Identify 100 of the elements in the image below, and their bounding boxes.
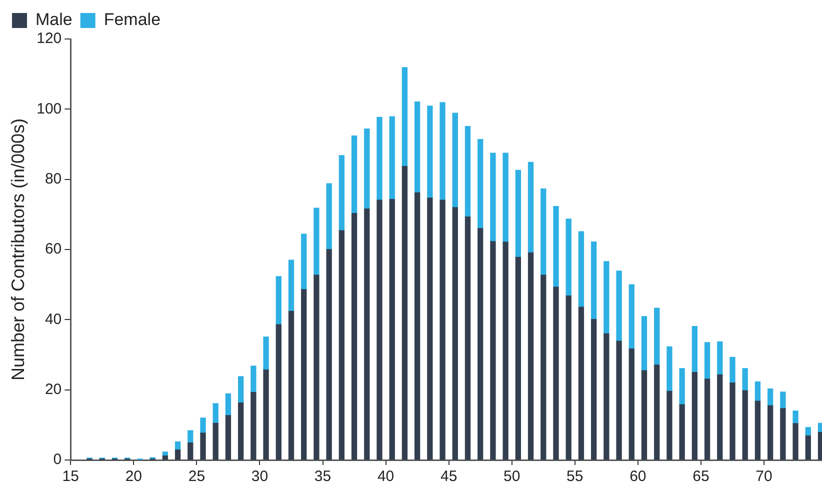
- bar: [288, 310, 294, 460]
- bar: [641, 316, 648, 371]
- x-tick-label: 30: [251, 468, 268, 486]
- bar: [742, 390, 748, 460]
- bar: [414, 192, 420, 460]
- bar: [452, 112, 458, 208]
- bar: [326, 249, 332, 460]
- bar: [402, 166, 408, 460]
- bar: [212, 403, 218, 424]
- legend-label: Male: [36, 10, 72, 30]
- x-tick-label: 65: [692, 468, 710, 486]
- bar: [250, 366, 256, 393]
- bar: [188, 430, 194, 444]
- bar: [314, 208, 320, 276]
- bar: [805, 435, 811, 460]
- bar: [162, 455, 168, 460]
- x-tick-label: 25: [188, 468, 206, 486]
- bar: [464, 126, 471, 218]
- bar: [628, 348, 634, 460]
- bar: [792, 410, 798, 424]
- bar: [717, 374, 723, 460]
- x-tick-label: 20: [125, 468, 142, 486]
- x-tick-label: 15: [62, 468, 79, 486]
- bar: [490, 241, 496, 460]
- legend-label: Female: [104, 10, 161, 30]
- bar: [692, 326, 698, 373]
- bar: [225, 393, 232, 416]
- bar: [578, 306, 584, 460]
- bar: [502, 242, 508, 460]
- bar: [818, 422, 822, 433]
- bar: [389, 116, 395, 200]
- bar: [566, 218, 572, 296]
- bar: [212, 422, 218, 460]
- x-tick-label: 60: [630, 468, 646, 486]
- bar: [704, 378, 710, 460]
- bar: [742, 368, 748, 391]
- x-tick-label: 50: [504, 468, 520, 486]
- bar: [276, 276, 282, 325]
- bar: [188, 442, 194, 460]
- bar: [440, 200, 446, 460]
- bar: [389, 199, 395, 460]
- bar: [502, 152, 508, 242]
- bar: [301, 234, 307, 290]
- bar: [604, 261, 610, 334]
- bar: [666, 390, 672, 460]
- bar: [717, 341, 723, 376]
- bar: [654, 364, 660, 460]
- bar: [515, 256, 522, 460]
- x-tick-label: 70: [756, 468, 772, 486]
- bar: [641, 370, 648, 460]
- bar: [528, 252, 534, 460]
- bar: [792, 423, 798, 460]
- bar: [276, 324, 282, 460]
- bar: [250, 392, 256, 460]
- y-tick-label: 120: [36, 30, 62, 48]
- bar: [754, 381, 761, 402]
- bar: [704, 342, 710, 380]
- bar: [414, 101, 420, 193]
- bar: [805, 427, 811, 436]
- bar: [301, 289, 307, 460]
- bar: [590, 241, 597, 320]
- x-tick-label: 55: [566, 468, 584, 486]
- bar: [288, 260, 294, 312]
- bar: [427, 198, 433, 460]
- bar: [540, 274, 546, 460]
- bar: [238, 402, 244, 460]
- bar: [528, 162, 534, 253]
- bar: [780, 392, 786, 409]
- y-tick-label: 100: [36, 100, 62, 118]
- bar: [666, 346, 672, 392]
- bar: [540, 188, 546, 276]
- x-tick-label: 45: [440, 468, 458, 486]
- bar: [730, 382, 736, 460]
- bar: [754, 400, 761, 460]
- bar: [730, 356, 736, 384]
- bar: [692, 372, 698, 460]
- bar: [604, 333, 610, 460]
- y-axis-title: Number of Contributors (in/000s): [8, 118, 28, 381]
- bar: [818, 432, 822, 460]
- y-tick-label: 40: [44, 310, 62, 328]
- bar: [767, 405, 774, 460]
- bar: [464, 216, 471, 460]
- bar: [616, 340, 622, 460]
- bar: [566, 295, 572, 460]
- bar: [174, 449, 181, 460]
- bar: [616, 270, 622, 342]
- bar: [326, 183, 332, 250]
- bar: [376, 200, 382, 460]
- bar: [490, 152, 496, 242]
- bar: [654, 308, 660, 366]
- bar: [376, 116, 382, 200]
- bar: [263, 336, 269, 370]
- bar: [314, 274, 320, 460]
- y-tick-label: 20: [44, 380, 62, 398]
- bar: [364, 128, 370, 210]
- bar: [478, 228, 484, 460]
- bar: [553, 286, 559, 460]
- bar: [679, 368, 685, 405]
- y-tick-label: 0: [53, 451, 62, 468]
- bar: [200, 432, 206, 460]
